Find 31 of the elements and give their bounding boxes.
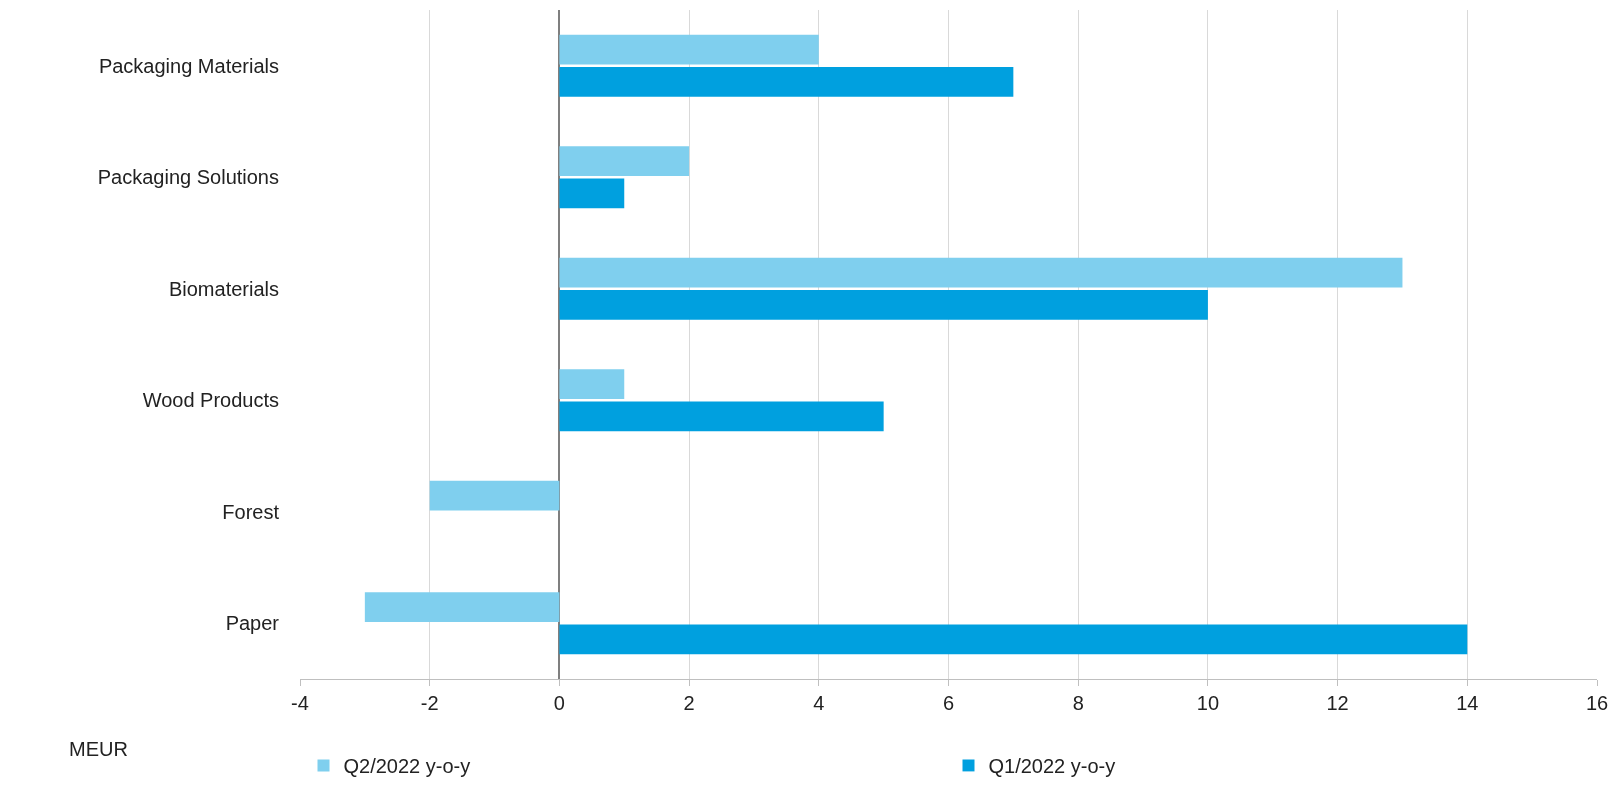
bar bbox=[559, 624, 1468, 655]
y-tick-label: Biomaterials bbox=[168, 277, 279, 300]
x-tick-label: 16 bbox=[1585, 692, 1609, 714]
bar bbox=[559, 146, 690, 176]
bar bbox=[559, 67, 1014, 97]
bar bbox=[429, 480, 560, 511]
y-tick-label: Packaging Materials bbox=[98, 54, 279, 77]
y-tick-label: Paper bbox=[225, 612, 280, 635]
bar bbox=[559, 369, 625, 399]
y-tick-label: Forest bbox=[222, 500, 280, 523]
bar bbox=[559, 257, 1403, 288]
legend-label: Q2/2022 y-o-y bbox=[343, 755, 471, 778]
x-tick-label: -2 bbox=[420, 692, 439, 714]
y-tick-label: Packaging Solutions bbox=[97, 166, 279, 189]
x-tick-label: -4 bbox=[291, 692, 309, 714]
legend-label: Q1/2022 y-o-y bbox=[988, 755, 1116, 778]
x-tick-label: 4 bbox=[813, 692, 825, 714]
x-tick-label: 6 bbox=[942, 692, 955, 714]
bar bbox=[364, 592, 560, 622]
x-tick-label: 2 bbox=[683, 692, 695, 714]
x-tick-label: 14 bbox=[1456, 692, 1479, 714]
bar bbox=[559, 290, 1208, 320]
bar bbox=[559, 401, 884, 432]
x-tick-label: 10 bbox=[1196, 692, 1220, 714]
x-tick-label: 12 bbox=[1326, 692, 1349, 714]
bar bbox=[559, 178, 625, 209]
y-tick-label: Wood Products bbox=[142, 389, 279, 412]
x-axis-title: MEUR bbox=[69, 738, 128, 760]
bar bbox=[559, 34, 819, 65]
x-tick-label: 0 bbox=[553, 692, 565, 714]
x-tick-label: 8 bbox=[1072, 692, 1084, 714]
